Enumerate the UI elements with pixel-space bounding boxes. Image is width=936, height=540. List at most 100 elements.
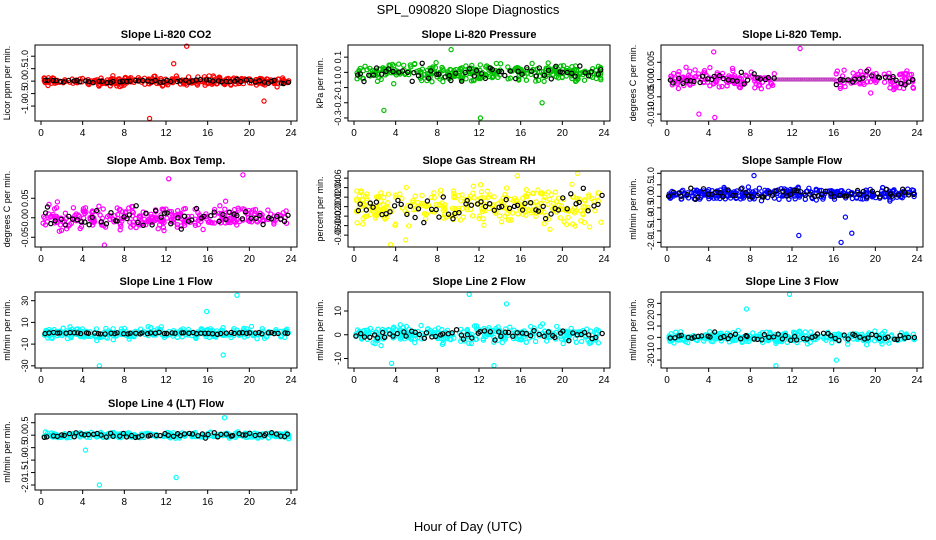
- reference-point: [906, 192, 912, 198]
- reference-point: [744, 333, 750, 340]
- outlier-point: [170, 61, 177, 67]
- data-point: [375, 194, 382, 200]
- data-point: [490, 74, 496, 80]
- reference-point: [259, 331, 265, 337]
- data-point: [92, 329, 99, 335]
- data-point: [687, 68, 693, 75]
- data-point: [887, 78, 894, 84]
- reference-point: [193, 205, 200, 212]
- reference-point: [135, 219, 141, 226]
- reference-point: [882, 335, 889, 341]
- reference-point: [208, 212, 214, 219]
- reference-point: [181, 213, 188, 219]
- data-point: [734, 188, 740, 194]
- reference-point: [214, 331, 221, 337]
- data-point: [565, 214, 571, 221]
- data-point: [174, 207, 181, 214]
- reference-point: [124, 78, 130, 85]
- data-point: [598, 219, 604, 225]
- reference-point: [108, 209, 114, 216]
- data-point: [863, 187, 869, 193]
- reference-point: [421, 219, 427, 226]
- data-point: [57, 222, 64, 228]
- data-point: [532, 338, 539, 345]
- data-point: [164, 215, 170, 221]
- reference-point: [71, 330, 78, 336]
- reference-point: [892, 336, 898, 342]
- reference-point: [62, 222, 69, 228]
- reference-point: [894, 336, 900, 343]
- reference-point: [877, 194, 883, 200]
- data-point: [477, 62, 483, 68]
- x-tick-label: 4: [80, 497, 86, 508]
- x-tick-label: 0: [664, 128, 670, 139]
- reference-point: [380, 329, 386, 336]
- data-point: [542, 194, 548, 200]
- data-point: [248, 323, 255, 330]
- data-point: [850, 70, 856, 76]
- reference-point: [720, 75, 727, 82]
- reference-point: [453, 327, 460, 333]
- reference-point: [536, 65, 543, 71]
- data-point: [491, 194, 497, 200]
- data-point: [484, 188, 491, 194]
- reference-point: [759, 337, 765, 343]
- x-tick-label: 20: [870, 375, 882, 386]
- data-point: [480, 195, 486, 201]
- data-point: [136, 214, 142, 221]
- data-point: [841, 67, 847, 73]
- reference-point: [738, 69, 745, 76]
- reference-point: [220, 211, 226, 218]
- reference-point: [716, 72, 723, 79]
- reference-point: [883, 186, 889, 193]
- data-point: [422, 203, 428, 209]
- data-point: [182, 218, 188, 225]
- reference-point: [788, 337, 794, 343]
- x-tick-label: 12: [786, 128, 798, 139]
- reference-point: [143, 210, 149, 216]
- data-point: [274, 84, 280, 90]
- data-point: [800, 77, 805, 82]
- reference-point: [482, 203, 489, 210]
- y-tick-label: -30: [20, 359, 30, 372]
- outlier-point: [387, 241, 394, 248]
- x-tick-label: 24: [598, 128, 610, 139]
- reference-point: [458, 332, 465, 338]
- reference-point: [357, 71, 363, 77]
- reference-point: [95, 330, 102, 337]
- data-point: [496, 213, 503, 219]
- reference-point: [157, 432, 163, 439]
- reference-point: [140, 77, 146, 84]
- data-point: [867, 78, 874, 85]
- data-point: [535, 187, 541, 193]
- reference-point: [268, 329, 275, 336]
- reference-point: [895, 192, 902, 198]
- data-point: [595, 198, 602, 204]
- panel-ylabel: Licor ppm per min.: [2, 46, 12, 121]
- reference-point: [814, 331, 821, 337]
- data-point: [434, 329, 440, 335]
- data-point: [503, 194, 510, 201]
- reference-point: [242, 209, 249, 215]
- reference-point: [45, 77, 51, 84]
- reference-point: [833, 81, 840, 88]
- reference-point: [201, 213, 207, 220]
- outlier-point: [833, 357, 840, 363]
- data-point: [530, 208, 536, 214]
- data-point: [673, 329, 679, 335]
- reference-point: [837, 76, 843, 83]
- y-tick-label: 1.0: [646, 167, 656, 180]
- data-point: [740, 190, 746, 196]
- data-point: [495, 337, 502, 343]
- reference-point: [172, 330, 178, 336]
- data-point: [570, 221, 576, 227]
- reference-point: [842, 193, 848, 199]
- outlier-point: [96, 482, 103, 488]
- x-tick-label: 8: [435, 128, 441, 139]
- reference-point: [127, 78, 133, 84]
- panel-title: Slope Line 1 Flow: [120, 276, 213, 288]
- data-point: [832, 77, 837, 82]
- y-tick-label: -2.0: [20, 477, 30, 493]
- reference-point: [771, 75, 777, 81]
- reference-point: [48, 220, 54, 227]
